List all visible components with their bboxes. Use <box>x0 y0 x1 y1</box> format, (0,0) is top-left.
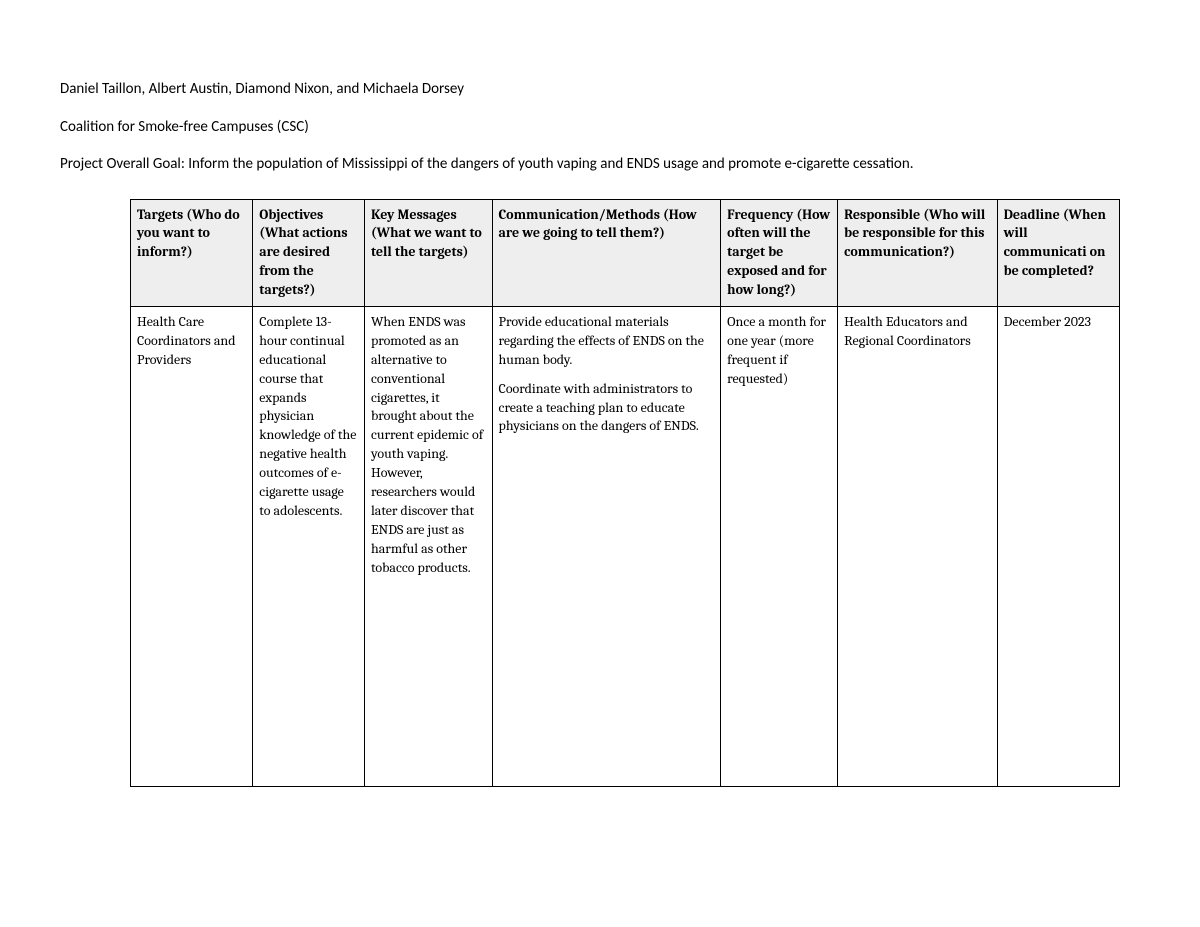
cell-targets: Health Care Coordinators and Providers <box>131 306 253 786</box>
communication-paragraph-1: Provide educational materials regarding … <box>499 313 704 368</box>
goal-text: Inform the population of Mississippi of … <box>188 155 913 173</box>
cell-objectives: Complete 13-hour continual educational c… <box>253 306 365 786</box>
communication-plan-table: Targets (Who do you want to inform?) Obj… <box>130 199 1120 787</box>
col-header-objectives: Objectives (What actions are desired fro… <box>253 199 365 306</box>
goal-line: Project Overall Goal: Inform the populat… <box>60 155 1140 175</box>
goal-label: Project Overall Goal: <box>60 155 188 173</box>
cell-deadline: December 2023 <box>997 306 1119 786</box>
table-header-row: Targets (Who do you want to inform?) Obj… <box>131 199 1120 306</box>
cell-key-messages: When ENDS was promoted as an alternative… <box>364 306 492 786</box>
col-header-frequency: Frequency (How often will the target be … <box>721 199 838 306</box>
col-header-targets: Targets (Who do you want to inform?) <box>131 199 253 306</box>
table-row: Health Care Coordinators and Providers C… <box>131 306 1120 786</box>
plan-table-wrap: Targets (Who do you want to inform?) Obj… <box>130 199 1120 787</box>
communication-paragraph-2: Coordinate with administrators to create… <box>499 380 699 435</box>
col-header-responsible: Responsible (Who will be responsible for… <box>838 199 998 306</box>
authors-line: Daniel Taillon, Albert Austin, Diamond N… <box>60 80 1140 100</box>
col-header-communication: Communication/Methods (How are we going … <box>492 199 721 306</box>
col-header-key-messages: Key Messages (What we want to tell the t… <box>364 199 492 306</box>
cell-responsible: Health Educators and Regional Coordinato… <box>838 306 998 786</box>
cell-frequency: Once a month for one year (more frequent… <box>721 306 838 786</box>
cell-communication: Provide educational materials regarding … <box>492 306 721 786</box>
col-header-deadline: Deadline (When will communicati on be co… <box>997 199 1119 306</box>
coalition-line: Coalition for Smoke-free Campuses (CSC) <box>60 118 1140 138</box>
